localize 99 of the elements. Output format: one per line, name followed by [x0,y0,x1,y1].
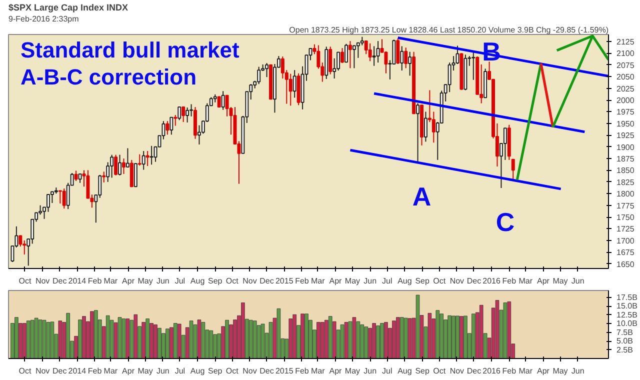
y-tick-label: 1875 [616,154,635,164]
y-tick-label: 10.0B [616,319,638,328]
x-tick-label: Dec [52,366,67,376]
x-tick-label: Nov [450,276,464,286]
x-tick-label: May [344,366,360,376]
x-tick-label: May [344,276,360,286]
y-tick-label: 12.5B [616,310,638,320]
x-tick-label: Sep [415,276,430,286]
x-tick-label: Jul [174,366,186,376]
x-tick-label: May [138,366,153,376]
y-tick-label: 2.5B [616,345,633,354]
y-tick-label: 1800 [616,190,635,199]
x-tick-label: Jun [571,276,584,286]
x-tick-label: Aug [398,276,412,286]
x-tick-label: Oct [433,366,446,376]
x-tick-label: Apr [536,366,550,376]
x-tick-label: Nov [35,366,50,376]
y-tick-label: 1725 [616,224,635,234]
x-tick-label: Oct [433,276,446,286]
chart-subtitle: $SPX Large Cap Index INDX [8,2,128,12]
x-tick-label: Oct [18,276,32,286]
x-tick-label: May [552,276,568,286]
annotation: A [412,181,432,212]
x-tick-label: Jun [571,366,584,376]
x-tick-label: Oct [226,276,240,286]
x-tick-label: 2015 [275,366,294,376]
x-tick-label: Aug [190,366,205,376]
x-tick-label: Nov [242,366,257,376]
x-tick-label: Dec [466,366,482,376]
x-tick-label: Sep [208,366,223,376]
text: Standard bull market A-B-C correction [20,38,240,90]
x-tick-label: 2014 [68,366,87,376]
y-tick-label: 2125 [616,38,635,47]
x-tick-label: Feb [295,276,310,286]
y-tick-label: 1950 [616,119,635,128]
text: 9-Feb-2016 2:33pm [8,14,80,24]
y-tick-label: 5.0B [616,336,633,346]
x-tick-label: Mar [518,366,533,376]
x-tick-label: 2016 [482,366,502,376]
x-tick-label: Jun [156,366,170,376]
x-tick-label: 2016 [482,276,502,286]
y-tick-label: 1900 [616,142,635,152]
x-tick-label: Aug [190,276,205,286]
x-tick-label: Aug [398,366,412,376]
x-tick-label: Mar [518,276,533,286]
x-tick-label: Oct [18,366,32,376]
y-tick-label: 1975 [616,108,635,117]
y-tick-label: 2000 [616,96,635,106]
annotation: C [496,207,515,238]
x-tick-label: Dec [260,366,274,376]
x-tick-label: Apr [329,276,342,286]
x-tick-label: May [138,276,153,286]
x-tick-label: Nov [450,366,464,376]
x-tick-label: Apr [122,366,135,376]
x-tick-label: Sep [208,276,223,286]
x-tick-label: Apr [536,276,550,286]
y-tick-label: 1750 [616,213,635,222]
x-tick-label: Sep [415,366,430,376]
x-tick-label: Feb [88,276,102,286]
text: Open 1873.25 High 1873.25 Low 1828.46 Last 1850.20 Volume 3.9B Chg -29.85 (-1.59%) [289,26,609,34]
x-tick-label: Mar [310,276,326,286]
y-tick-label: 2100 [616,49,635,58]
x-tick-label: Apr [122,276,135,286]
x-tick-label: Jun [364,276,377,286]
x-tick-label: Mar [104,366,118,376]
x-tick-label: Jul [174,276,186,286]
x-tick-label: Dec [260,276,274,286]
x-tick-label: Feb [295,366,310,376]
x-tick-label: Feb [502,366,517,376]
x-tick-label: Jun [156,276,170,286]
y-tick-label: 15.0B [616,302,638,311]
y-tick-label: 2075 [616,60,635,70]
y-tick-label: 1775 [616,201,635,210]
y-tick-label: 2050 [616,72,635,82]
y-tick-label: 2025 [616,84,635,94]
y-tick-label: 1850 [616,166,635,176]
x-tick-label: Feb [88,366,102,376]
x-tick-label: Jul [382,366,392,376]
x-tick-label: Apr [329,366,342,376]
y-tick-label: 1700 [616,236,635,246]
y-tick-label: 1675 [616,248,635,258]
x-tick-label: Oct [226,366,240,376]
x-tick-label: Mar [104,276,118,286]
x-tick-label: Jul [382,276,392,286]
x-tick-label: 2014 [68,276,87,286]
y-tick-label: 1825 [616,178,635,187]
x-tick-label: Nov [242,276,257,286]
x-tick-label: Nov [35,276,50,286]
x-tick-label: 2015 [275,276,294,286]
y-tick-label: 17.5B [616,292,638,302]
x-tick-label: Feb [502,276,517,286]
x-tick-label: Mar [310,366,326,376]
y-tick-label: 1925 [616,131,635,140]
y-tick-label: 7.5B [616,328,633,337]
x-tick-label: Dec [466,276,482,286]
y-tick-label: 1650 [616,260,635,269]
x-tick-label: May [552,366,568,376]
x-tick-label: Dec [52,276,67,286]
x-tick-label: Jun [364,366,377,376]
